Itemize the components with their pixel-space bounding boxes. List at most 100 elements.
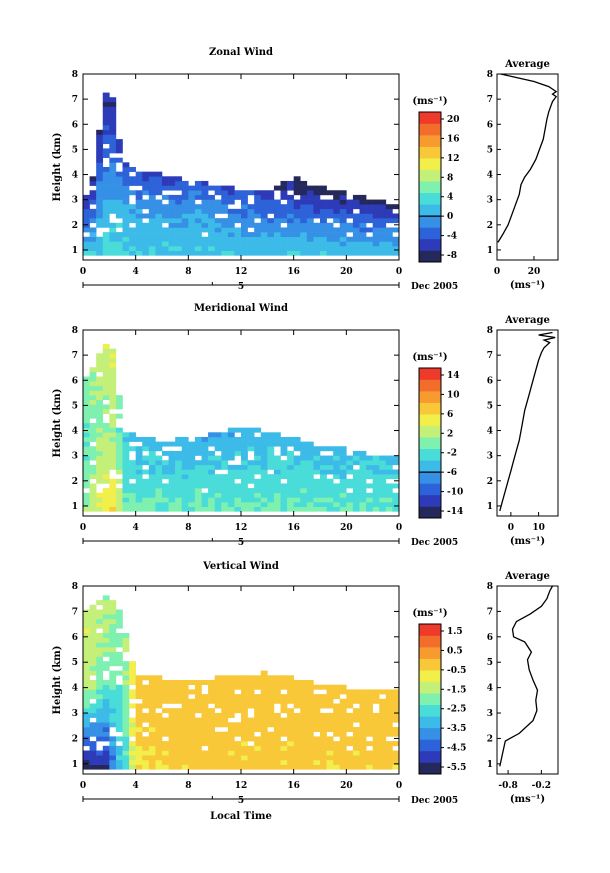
heatmap-cell [320,736,327,742]
heatmap-cell [175,755,183,761]
heatmap-cell [352,194,360,200]
heatmap-cell [234,755,242,761]
heatmap-cell [300,694,308,700]
heatmap-cell [287,675,294,681]
heatmap-cell [89,731,97,737]
heatmap-cell [188,722,196,728]
heatmap-cell [260,204,268,210]
y-tick-label: 6 [72,633,78,643]
heatmap-cell [352,483,360,489]
heatmap-cell [122,684,130,690]
heatmap-cell [102,432,110,438]
heatmap-cell [227,469,235,475]
heatmap-cell [122,764,130,770]
heatmap-cell [326,241,334,247]
heatmap-cell [109,241,117,247]
heatmap-cell [293,750,301,756]
heatmap-cell [214,432,222,438]
heatmap-cell [129,176,136,182]
heatmap-cell [320,750,327,756]
heatmap-cell [234,450,242,456]
heatmap-cell [89,637,97,643]
heatmap-cell [83,703,90,709]
heatmap-cell [96,623,104,629]
heatmap-cell [115,609,123,615]
heatmap-cell [326,764,334,770]
heatmap-cell [333,502,341,507]
heatmap-cell [379,204,387,210]
heatmap-cell [260,469,268,475]
heatmap-cell [260,506,268,512]
y-tick-label: 2 [72,734,78,744]
heatmap-cell [385,460,393,466]
heatmap-cell [293,703,301,709]
heatmap-cell [102,111,110,117]
heatmap-cell [241,455,248,461]
heatmap-cell [155,506,163,512]
heatmap-cell [122,450,130,456]
heatmap-cell [227,722,235,728]
heatmap-cell [333,759,341,765]
heatmap-cell [194,208,202,214]
heatmap-cell [194,497,202,503]
heatmap-cell [339,213,347,219]
heatmap-cell [201,722,209,728]
heatmap-cell [83,441,90,447]
heatmap-cell [201,464,209,470]
heatmap-cell [280,675,288,681]
heatmap-cell [175,436,183,442]
heatmap-cell [109,171,117,177]
heatmap-cell [320,185,327,191]
heatmap-cell [352,694,360,700]
heatmap-cell [306,185,314,191]
heatmap-cell [273,213,281,219]
heatmap-cell [260,703,268,709]
heatmap-cell [333,455,341,461]
heatmap-cell [352,222,360,228]
heatmap-cell [135,208,143,214]
heatmap-cell [352,689,360,695]
average-y-tick-label: 3 [487,196,493,206]
heatmap-cell [188,190,196,196]
heatmap-cell [102,708,110,714]
heatmap-cell [109,120,117,126]
heatmap-cell [273,736,281,742]
heatmap-cell [129,694,136,700]
heatmap-cell [89,712,97,718]
heatmap-cell [385,727,393,732]
heatmap-cell [359,450,367,456]
heatmap-cell [109,106,117,112]
heatmap-cell [306,727,314,732]
heatmap-cell [352,759,360,765]
colorbar-swatch [419,681,441,694]
heatmap-cell [352,241,360,247]
heatmap-cell [267,208,275,214]
heatmap-cell [181,241,189,247]
heatmap-cell [339,478,347,484]
heatmap-cell [188,497,196,503]
heatmap-cell [306,450,314,456]
heatmap-cell [300,502,308,507]
heatmap-cell [366,689,373,695]
average-x-tick-label: -0.2 [532,781,551,791]
heatmap-cell [155,222,163,228]
heatmap-cell [162,506,169,512]
heatmap-cell [359,208,367,214]
heatmap-cell [129,213,136,219]
heatmap-cell [287,497,294,503]
heatmap-cell [168,750,176,756]
heatmap-cell [221,698,229,704]
heatmap-cell [102,153,110,158]
heatmap-cell [260,483,268,489]
heatmap-cell [287,455,294,461]
heatmap-cell [313,194,321,200]
heatmap-cell [260,227,268,233]
heatmap-cell [201,469,209,475]
heatmap-cell [254,446,262,452]
heatmap-cell [162,241,169,247]
heatmap-cell [102,236,110,242]
heatmap-cell [208,731,215,737]
heatmap-cell [267,741,275,747]
heatmap-cell [333,190,341,196]
heatmap-cell [333,199,341,205]
